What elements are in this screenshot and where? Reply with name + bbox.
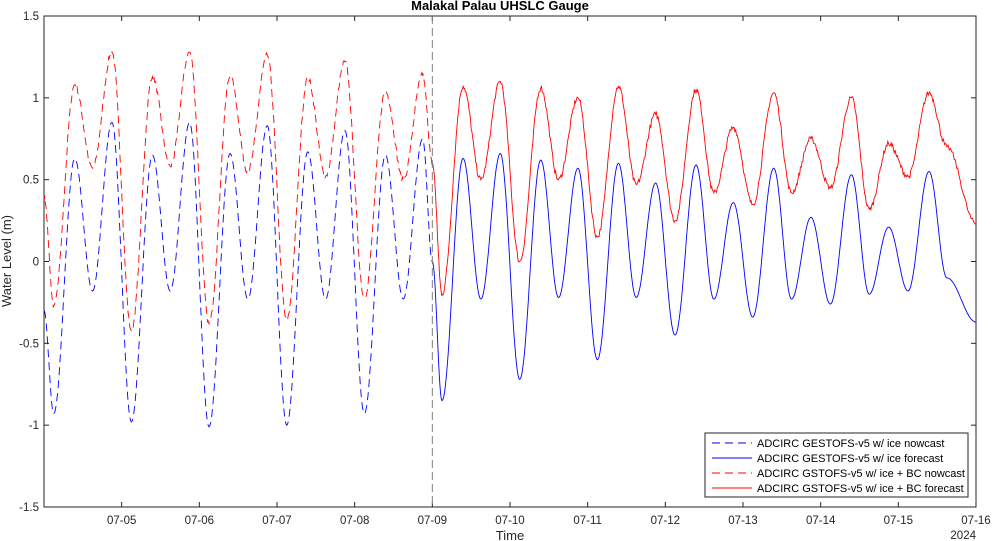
legend: ADCIRC GESTOFS-v5 w/ ice nowcast ADCIRC G… xyxy=(704,432,969,498)
x-tick-label: 07-11 xyxy=(573,515,602,527)
series-line-2 xyxy=(431,152,977,402)
y-tick-label: 0.5 xyxy=(23,175,39,187)
x-tick-label: 07-14 xyxy=(806,515,836,527)
x-tick-label: 07-08 xyxy=(340,515,369,527)
y-axis-label: Water Level (m) xyxy=(0,215,14,307)
year-label: 2024 xyxy=(950,530,976,541)
x-tick-label: 07-13 xyxy=(728,515,757,527)
x-tick-label: 07-06 xyxy=(185,515,214,527)
y-tick-label: 0 xyxy=(33,257,39,269)
x-tick-label: 07-07 xyxy=(262,515,291,527)
y-tick-label: -1.5 xyxy=(19,502,39,514)
series-line-1 xyxy=(43,121,433,428)
x-tick-label: 07-05 xyxy=(107,515,136,527)
x-tick-label: 07-10 xyxy=(495,515,524,527)
x-tick-label: 07-12 xyxy=(651,515,680,527)
y-tick-label: 1.5 xyxy=(23,11,39,23)
legend-label-1: ADCIRC GESTOFS-v5 w/ ice nowcast xyxy=(757,438,944,450)
y-tick-label: -1 xyxy=(29,420,39,432)
x-tick-label: 07-09 xyxy=(418,515,447,527)
axis-ticks: 07-05 07-06 07-07 07-08 07-09 07-10 07-11 07-12… xyxy=(19,11,991,527)
legend-label-2: ADCIRC GESTOFS-v5 w/ ice forecast xyxy=(757,453,943,465)
x-axis-label: Time xyxy=(496,528,524,541)
y-tick-label: 1 xyxy=(33,93,39,105)
y-tick-label: -0.5 xyxy=(19,338,39,350)
series-layer xyxy=(43,50,977,428)
series-line-4 xyxy=(432,81,977,296)
x-tick-label: 07-16 xyxy=(961,515,990,527)
legend-box xyxy=(704,432,969,498)
legend-label-4: ADCIRC GSTOFS-v5 w/ ice + BC forecast xyxy=(757,483,964,495)
legend-label-3: ADCIRC GSTOFS-v5 w/ ice + BC nowcast xyxy=(757,468,965,480)
x-tick-label: 07-15 xyxy=(884,515,913,527)
series-line-3 xyxy=(43,50,433,331)
chart-title: Malakal Palau UHSLC Gauge xyxy=(411,0,589,13)
